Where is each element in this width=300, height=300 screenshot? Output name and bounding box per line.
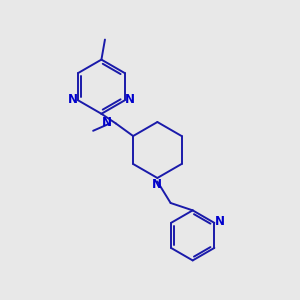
Text: N: N [125,93,135,106]
Text: N: N [102,116,112,129]
Text: N: N [68,93,78,106]
Text: N: N [215,215,225,229]
Text: N: N [152,178,162,191]
